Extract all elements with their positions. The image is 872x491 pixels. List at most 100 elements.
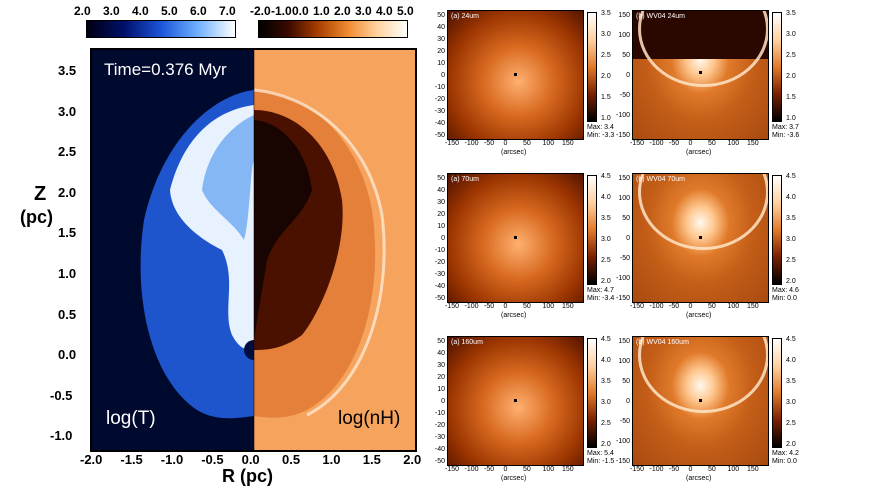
colorbar-tick-label: 2.5 <box>786 420 796 427</box>
x-tick-label: 150 <box>747 466 759 473</box>
x-tick-label: 50 <box>523 303 531 310</box>
density-tick-label: 0.0 <box>292 4 309 18</box>
y-tick-label: 50 <box>622 215 630 222</box>
x-tick-label: 150 <box>747 140 759 147</box>
y-tick-label: 30 <box>437 199 445 206</box>
time-label: Time=0.376 Myr <box>104 60 227 79</box>
colorbar-tick-label: 3.0 <box>601 236 611 243</box>
x-axis-title: (arcsec) <box>501 475 527 482</box>
max-value: Max: 4.6 <box>772 287 799 294</box>
panel-colorbar <box>772 175 782 285</box>
temperature-colorbar <box>86 20 236 38</box>
colorbar-tick-label: 4.0 <box>786 194 796 201</box>
x-axis-title: (arcsec) <box>686 312 712 319</box>
x-tick-label: -100 <box>649 303 664 310</box>
x-tick-label: 100 <box>542 140 555 147</box>
y-tick-label: -100 <box>616 438 631 445</box>
y-tick-label: -20 <box>434 96 445 103</box>
y-tick-label: -50 <box>434 458 445 465</box>
y-tick-label: -150 <box>616 132 631 139</box>
y-tick-label: 3.5 <box>58 63 77 78</box>
y-tick-label: -10 <box>434 84 445 91</box>
y-tick-label: 0.5 <box>58 306 77 322</box>
colorbar-tick-label: 1.0 <box>601 115 611 122</box>
y-tick-label: -40 <box>434 446 445 453</box>
x-tick-label: -2.0 <box>80 452 103 467</box>
y-tick-label: -10 <box>434 410 445 417</box>
max-value: Max: 5.4 <box>587 450 614 457</box>
colorbar-tick-label: 3.5 <box>601 378 611 385</box>
x-tick-label: 150 <box>562 140 574 147</box>
y-tick-label: -20 <box>434 422 445 429</box>
colorbar-tick-label: 2.5 <box>601 420 611 427</box>
x-tick-label: 100 <box>727 140 740 147</box>
y-tick-label: 0 <box>441 235 445 242</box>
y-tick-label: -30 <box>434 434 445 441</box>
x-tick-label: 100 <box>542 466 555 473</box>
x-tick-label: 50 <box>708 466 716 473</box>
min-value: Min: -3.6 <box>772 132 800 139</box>
x-tick-label: 1.0 <box>322 452 341 467</box>
y-tick-label: 50 <box>437 12 445 19</box>
x-tick-label: -50 <box>484 466 495 473</box>
x-tick-label: -150 <box>630 466 645 473</box>
colorbar-tick-label: 4.0 <box>786 357 796 364</box>
panel-image: (b) WV04 24um <box>632 10 769 140</box>
star-marker <box>699 236 702 239</box>
x-tick-label: 50 <box>523 140 531 147</box>
x-tick-label: -1.5 <box>120 452 143 467</box>
colorbar-tick-label: 4.5 <box>601 336 611 343</box>
y-tick-label: 150 <box>618 175 630 182</box>
panel-image: (b) WV04 160um <box>632 336 769 466</box>
x-tick-label: -150 <box>445 140 460 147</box>
star-marker <box>514 73 517 76</box>
x-tick-label: -150 <box>445 303 460 310</box>
colorbar-tick-label: 2.0 <box>786 441 796 448</box>
y-tick-label: 10 <box>437 223 445 230</box>
colorbar-tick-label: 1.0 <box>786 115 796 122</box>
y-tick-label: -50 <box>434 132 445 139</box>
y-tick-label: -10 <box>434 247 445 254</box>
image-panel: (a) 24um 3.5 3.0 2.5 2.0 1.5 1.0 Max: 3.4 Min: -… <box>435 10 627 160</box>
colorbar-tick-label: 4.5 <box>786 173 796 180</box>
panel-title: (a) 24um <box>451 13 480 20</box>
y-tick-label: 20 <box>437 374 445 381</box>
colorbar-tick-label: 2.0 <box>601 73 611 80</box>
y-tick-label: -100 <box>616 112 631 119</box>
star-marker <box>699 71 702 74</box>
x-tick-label: 1.5 <box>362 452 381 467</box>
x-tick-label: 50 <box>523 466 531 473</box>
x-tick-label: -150 <box>445 466 460 473</box>
x-axis-title: (arcsec) <box>501 149 527 156</box>
colorbar-tick-label: 3.0 <box>601 31 611 38</box>
density-tick-label: -1.0 <box>271 4 292 18</box>
x-tick-label: 0 <box>503 303 508 310</box>
min-value: Min: 0.0 <box>772 458 797 465</box>
x-tick-label: -0.5 <box>201 452 224 467</box>
panel-title: (a) 70um <box>451 176 480 183</box>
image-panel: (b) WV04 160um 4.5 4.0 3.5 3.0 2.5 2.0 Max: 4.2… <box>616 336 812 486</box>
y-tick-label: 50 <box>622 378 630 385</box>
x-tick-label: -150 <box>630 140 645 147</box>
x-tick-label: -1.0 <box>160 452 184 467</box>
panel-colorbar <box>587 338 597 448</box>
y-tick-label: -150 <box>616 295 631 302</box>
colorbar-tick-label: 4.0 <box>601 357 611 364</box>
y-tick-label: 20 <box>437 48 445 55</box>
panel-image: (a) 70um <box>447 173 584 303</box>
x-tick-label: -100 <box>464 140 479 147</box>
colorbar-tick-label: 2.0 <box>601 441 611 448</box>
y-tick-label: 40 <box>437 187 445 194</box>
colorbar-tick-label: 3.5 <box>786 215 796 222</box>
x-tick-label: -100 <box>464 466 479 473</box>
colorbar-tick-label: 3.0 <box>786 236 796 243</box>
panel-colorbar <box>587 12 597 122</box>
density-tick-label: 4.0 <box>376 4 393 18</box>
max-value: Max: 3.7 <box>772 124 799 131</box>
density-tick-label: 5.0 <box>397 4 414 18</box>
y-tick-label: -40 <box>434 120 445 127</box>
y-tick-label: 100 <box>618 358 630 365</box>
y-tick-label: -30 <box>434 271 445 278</box>
temperature-tick-label: 2.0 <box>74 4 91 18</box>
x-tick-label: -50 <box>669 466 680 473</box>
